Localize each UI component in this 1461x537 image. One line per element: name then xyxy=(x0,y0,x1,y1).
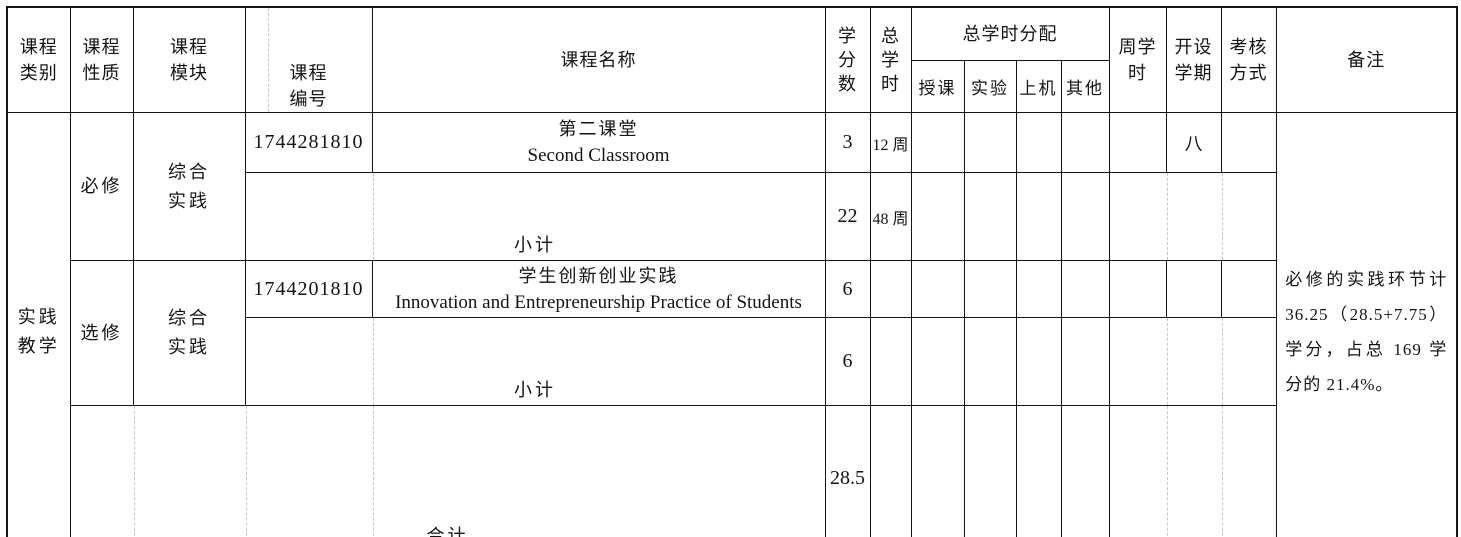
header-weekly-hours: 周学 时 xyxy=(1108,6,1167,113)
cell-assessment xyxy=(1220,112,1277,173)
cell-semester: 八 xyxy=(1165,112,1222,173)
course-name-zh: 第二课堂 xyxy=(558,119,639,139)
header-row-top: 课程 类别 课程 性质 课程 模块 课程 编号 课程名称 学 分 数 总 学 时… xyxy=(6,6,1458,113)
cell-merged-weekly-semester-assessment xyxy=(1108,405,1277,537)
cell-other-hours xyxy=(1060,260,1110,318)
cell-experiment-hours xyxy=(963,172,1017,261)
cell-total-hours xyxy=(869,405,912,537)
header-course-nature: 课程 性质 xyxy=(69,6,134,113)
header-total-hours: 总 学 时 xyxy=(869,6,912,113)
cell-computer-hours xyxy=(1015,317,1062,406)
course-name-zh: 学生创新创业实践 xyxy=(518,265,679,286)
cell-module-required: 综合 实践 xyxy=(132,112,246,261)
dashed-gridline xyxy=(1221,318,1223,405)
header-computer-hours: 上机 xyxy=(1015,60,1062,113)
cell-computer-hours xyxy=(1015,172,1062,261)
row-grand-total: 合计 28.5 xyxy=(7,405,1457,537)
header-assessment-method: 考核 方式 xyxy=(1220,6,1277,113)
cell-other-hours xyxy=(1060,405,1110,537)
cell-course-code: 1744201810 xyxy=(244,260,373,318)
cell-semester xyxy=(1165,260,1222,318)
subtotal-label-text: 小计 xyxy=(514,235,556,255)
cell-other-hours xyxy=(1060,317,1110,406)
header-experiment-hours: 实验 xyxy=(963,60,1017,113)
cell-experiment-hours xyxy=(963,405,1017,537)
cell-grand-total-label: 合计 xyxy=(69,405,826,537)
cell-experiment-hours xyxy=(963,112,1017,173)
header-course-name: 课程名称 xyxy=(371,6,826,113)
cell-subtotal-total-hours xyxy=(869,317,912,406)
cell-subtotal-credits: 6 xyxy=(824,317,871,406)
dashed-gridline xyxy=(133,406,135,537)
cell-computer-hours xyxy=(1015,405,1062,537)
cell-category-practice-teaching: 实践 教学 xyxy=(6,112,71,537)
cell-other-hours xyxy=(1060,112,1110,173)
cell-lecture-hours xyxy=(910,260,965,318)
header-credits: 学 分 数 xyxy=(824,6,871,113)
curriculum-table: 课程 类别 课程 性质 课程 模块 课程 编号 课程名称 学 分 数 总 学 时… xyxy=(6,6,1459,537)
cell-experiment-hours xyxy=(963,260,1017,318)
cell-nature-elective: 选修 xyxy=(69,260,134,406)
row-required-subtotal: 小计 22 48 周 xyxy=(7,172,1457,261)
dashed-gridline xyxy=(1166,173,1168,260)
cell-subtotal-label: 小计 xyxy=(244,172,826,261)
header-course-category: 课程 类别 xyxy=(6,6,71,113)
cell-credits: 6 xyxy=(824,260,871,318)
cell-other-hours xyxy=(1060,172,1110,261)
cell-course-name: 第二课堂 Second Classroom xyxy=(371,112,826,173)
cell-grand-total-credits: 28.5 xyxy=(824,405,871,537)
header-semester-offered: 开设 学期 xyxy=(1165,6,1222,113)
header-course-code-label: 课程 编号 xyxy=(289,63,328,109)
cell-lecture-hours xyxy=(910,172,965,261)
cell-computer-hours xyxy=(1015,260,1062,318)
header-course-code: 课程 编号 xyxy=(244,6,373,113)
dashed-gridline xyxy=(1166,406,1168,537)
row-elective-course: 选修 综合 实践 1744201810 学生创新创业实践 Innovation … xyxy=(7,260,1457,406)
cell-course-name: 学生创新创业实践 Innovation and Entrepreneurship… xyxy=(371,260,826,318)
dashed-gridline xyxy=(1221,173,1223,260)
grand-total-label-text: 合计 xyxy=(426,526,469,537)
course-name-en: Innovation and Entrepreneurship Practice… xyxy=(395,291,802,313)
cell-weekly-hours xyxy=(1108,112,1167,173)
subtotal-label-text: 小计 xyxy=(514,380,556,400)
cell-lecture-hours xyxy=(910,317,965,406)
cell-merged-weekly-semester-assessment xyxy=(1108,172,1277,261)
dashed-gridline xyxy=(372,318,374,405)
cell-weekly-hours xyxy=(1108,260,1167,318)
cell-subtotal-label: 小计 xyxy=(244,317,826,406)
cell-lecture-hours xyxy=(910,405,965,537)
cell-subtotal-total-hours: 48 周 xyxy=(869,172,912,261)
dashed-gridline xyxy=(1221,406,1223,537)
course-name-en: Second Classroom xyxy=(527,145,670,166)
dashed-gridline xyxy=(245,406,247,537)
dashed-gridline xyxy=(372,406,374,537)
cell-total-hours xyxy=(869,260,912,318)
cell-total-hours: 12 周 xyxy=(869,112,912,173)
header-other-hours: 其他 xyxy=(1060,60,1110,113)
cell-experiment-hours xyxy=(963,317,1017,406)
cell-remarks: 必修的实践环节计 36.25（28.5+7.75）学分，占总 169 学分的 2… xyxy=(1275,112,1458,537)
dashed-gridline xyxy=(372,173,374,260)
header-hours-allocation-group: 总学时分配 xyxy=(910,6,1110,62)
header-remarks: 备注 xyxy=(1275,6,1458,113)
cell-credits: 3 xyxy=(824,112,871,173)
header-lecture-hours: 授课 xyxy=(910,60,965,113)
cell-assessment xyxy=(1220,260,1277,318)
dashed-gridline xyxy=(267,8,269,112)
cell-course-code: 1744281810 xyxy=(244,112,373,173)
cell-computer-hours xyxy=(1015,112,1062,173)
row-required-course: 实践 教学 必修 综合 实践 1744281810 第二课堂 Second Cl… xyxy=(6,112,1458,537)
cell-merged-weekly-semester-assessment xyxy=(1108,317,1277,406)
dashed-gridline xyxy=(1166,318,1168,405)
cell-lecture-hours xyxy=(910,112,965,173)
remarks-text: 必修的实践环节计 36.25（28.5+7.75）学分，占总 169 学分的 2… xyxy=(1285,270,1448,394)
cell-subtotal-credits: 22 xyxy=(824,172,871,261)
header-course-module: 课程 模块 xyxy=(132,6,246,113)
cell-module-elective: 综合 实践 xyxy=(132,260,246,406)
row-elective-subtotal: 小计 6 xyxy=(7,317,1457,406)
cell-nature-required: 必修 xyxy=(69,112,134,261)
header-row-sub: 授课 实验 上机 其他 xyxy=(7,60,1457,113)
